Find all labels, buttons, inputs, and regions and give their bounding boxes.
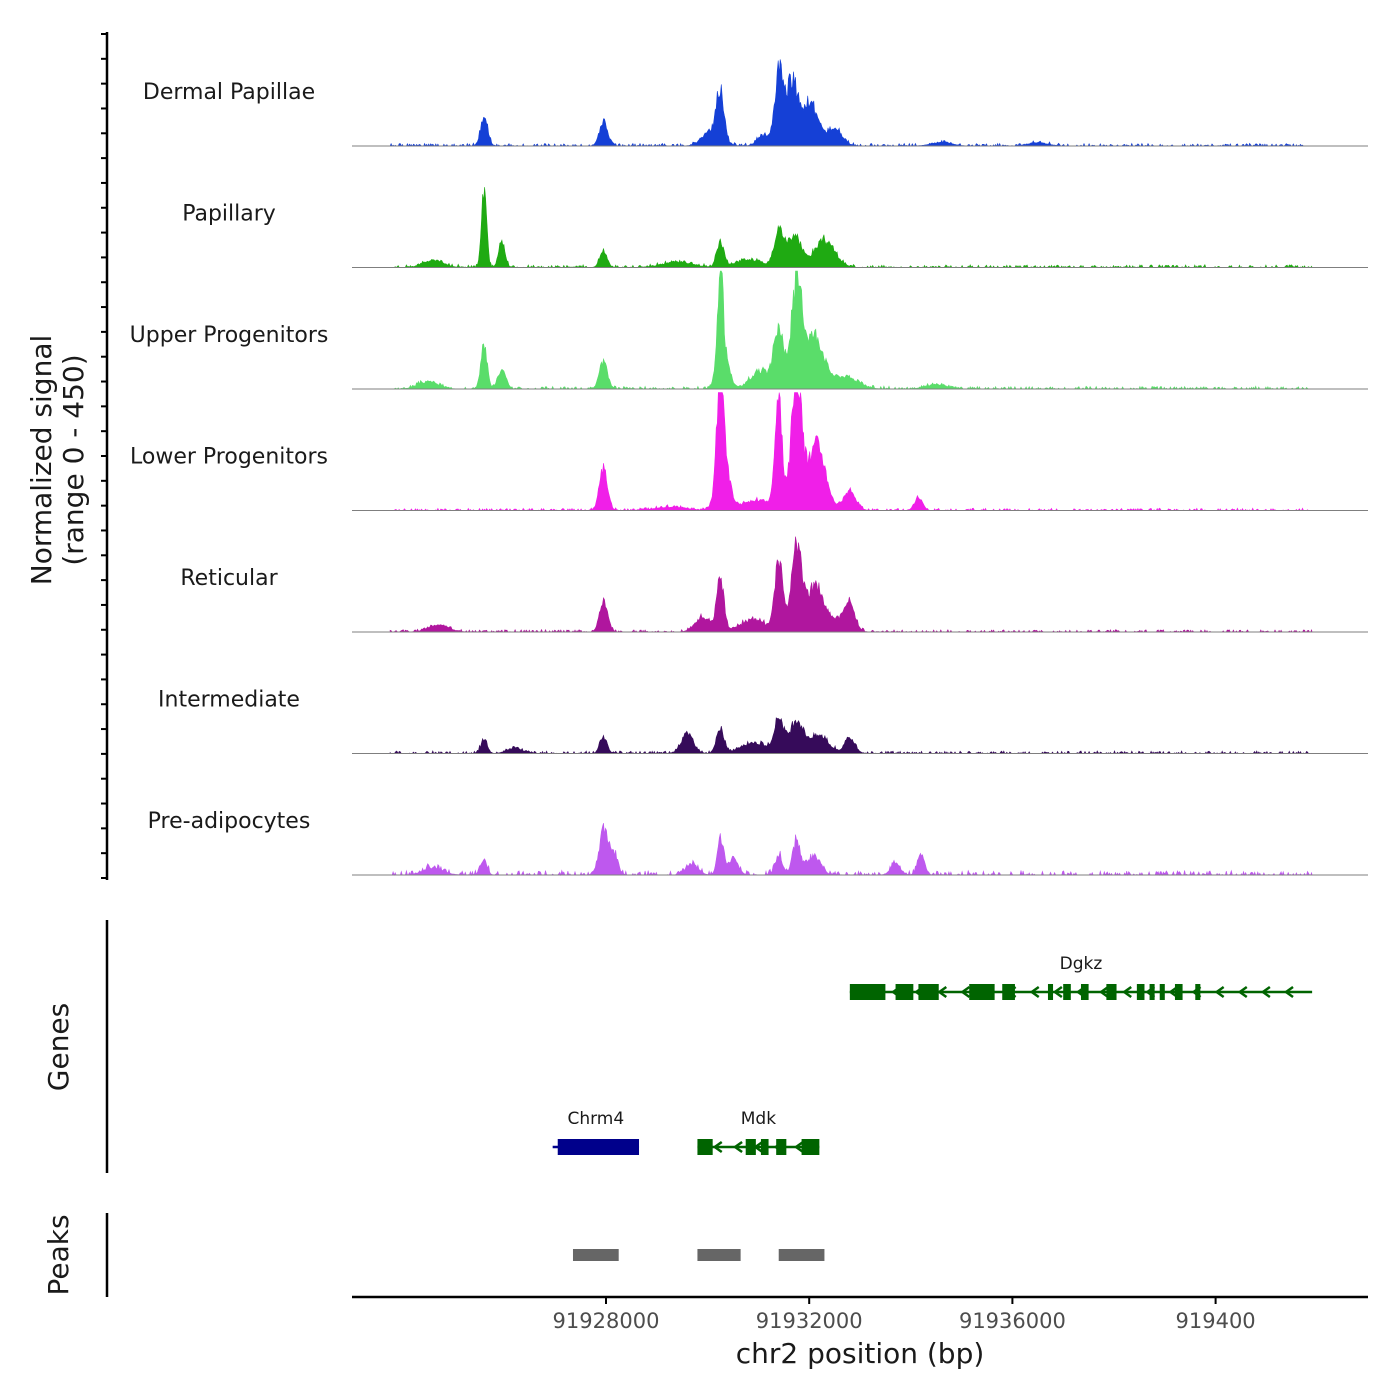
gene-exon	[697, 1139, 713, 1155]
track-label: Lower Progenitors	[130, 445, 328, 470]
strand-arrow	[712, 1140, 723, 1154]
peaks-panel-title: Peaks	[42, 1214, 75, 1295]
gene-exon	[895, 984, 914, 1000]
track-label: Reticular	[180, 566, 278, 591]
genes-panel-title: Genes	[42, 1003, 75, 1091]
gene-exon	[1159, 984, 1165, 1000]
gene-mdk: Mdk	[697, 1109, 820, 1155]
gene-exon	[1136, 984, 1145, 1000]
track-label: Upper Progenitors	[130, 323, 329, 348]
strand-arrow	[1098, 985, 1109, 999]
track-reticular: Reticular	[180, 536, 1368, 633]
x-axis-title: chr2 position (bp)	[736, 1337, 985, 1370]
gene-exon	[918, 984, 939, 1000]
gene-exon	[745, 1139, 756, 1155]
strand-arrow	[1260, 985, 1271, 999]
track-lower-progenitors: Lower Progenitors	[130, 392, 1368, 512]
strand-arrow	[960, 985, 971, 999]
x-tick-label: 91936000	[959, 1309, 1066, 1333]
coverage-area	[389, 823, 1313, 877]
coverage-area	[389, 59, 1313, 147]
x-tick-label: 919400	[1176, 1309, 1256, 1333]
strand-arrow	[1052, 985, 1063, 999]
x-tick-label: 91932000	[756, 1309, 863, 1333]
gene-exon	[1174, 984, 1183, 1000]
gene-exon	[776, 1139, 787, 1155]
peaks-panel	[572, 1249, 825, 1261]
coverage-area	[390, 270, 1313, 390]
gene-label: Mdk	[741, 1109, 776, 1129]
strand-arrow	[937, 985, 948, 999]
genes-panel: Dgkz Chrm4 Mdk	[552, 954, 1313, 1155]
gene-chrm4: Chrm4	[552, 1109, 640, 1155]
gene-exon	[1106, 984, 1117, 1000]
gene-exon	[1002, 984, 1015, 1000]
gene-exon	[760, 1139, 769, 1155]
coverage-area	[389, 717, 1313, 755]
gene-exon	[969, 984, 995, 1000]
peak-region	[572, 1249, 619, 1261]
strand-arrow	[793, 1140, 804, 1154]
track-pre-adipocytes: Pre-adipocytes	[148, 809, 1368, 877]
gene-label: Dgkz	[1060, 954, 1103, 974]
coverage-tracks: Dermal Papillae Papillary Upper Progenitor…	[130, 59, 1368, 877]
x-tick-label: 91928000	[553, 1309, 660, 1333]
track-intermediate: Intermediate	[158, 688, 1368, 755]
track-papillary: Papillary	[182, 187, 1368, 269]
gene-exon	[1063, 984, 1071, 1000]
y-axis-title-line1: Normalized signal	[25, 335, 58, 586]
gene-exon	[557, 1139, 640, 1155]
track-label: Intermediate	[158, 688, 300, 713]
gene-label: Chrm4	[567, 1109, 624, 1129]
gene-exon	[801, 1139, 820, 1155]
peak-region	[697, 1249, 741, 1261]
track-dermal-papillae: Dermal Papillae	[143, 59, 1368, 147]
coverage-area	[390, 392, 1313, 512]
strand-arrow	[1237, 985, 1248, 999]
strand-arrow	[1283, 985, 1294, 999]
strand-arrow	[1029, 985, 1040, 999]
track-label: Pre-adipocytes	[148, 809, 311, 834]
gene-exon	[849, 984, 886, 1000]
coverage-area	[389, 536, 1313, 633]
peak-region	[778, 1249, 825, 1261]
strand-arrow	[732, 1140, 743, 1154]
track-label: Dermal Papillae	[143, 80, 315, 105]
gene-exon	[1080, 984, 1089, 1000]
track-upper-progenitors: Upper Progenitors	[130, 270, 1368, 390]
strand-arrow	[1122, 985, 1132, 999]
y-axis-title-line2: (range 0 - 450)	[57, 354, 90, 565]
gene-dgkz: Dgkz	[849, 954, 1313, 1000]
track-label: Papillary	[182, 202, 276, 227]
gene-exon	[1047, 984, 1054, 1000]
axes: 91928000 91932000 91936000 919400	[101, 32, 1368, 1333]
gene-exon	[1195, 984, 1201, 1000]
coverage-area	[390, 187, 1313, 269]
strand-arrow	[1214, 985, 1225, 999]
gene-exon	[1149, 984, 1155, 1000]
